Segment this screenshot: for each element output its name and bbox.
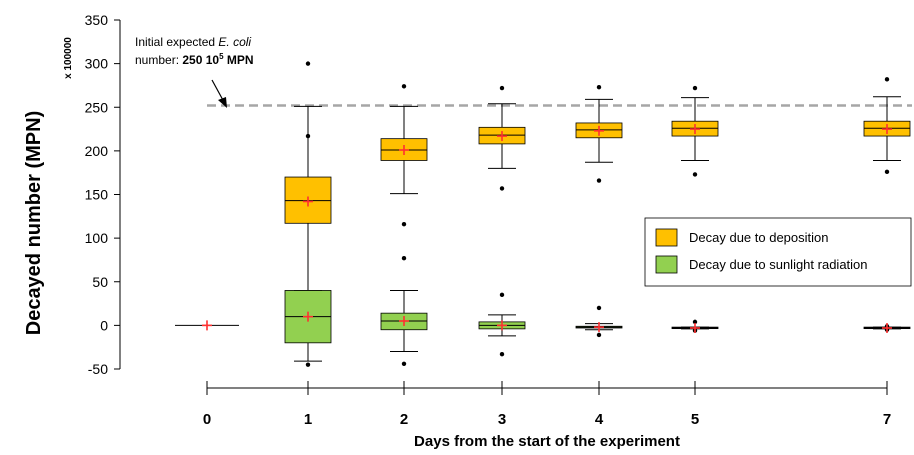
box-group (671, 85, 719, 177)
outlier-point (884, 77, 890, 82)
outlier-point (305, 362, 311, 367)
x-tick-label: 4 (595, 411, 604, 428)
y-axis: -50 0 50 100 150 200 250 300 350 (85, 12, 121, 377)
outlier-point (596, 305, 602, 311)
annotation-prefix-1: Initial expected (135, 35, 218, 49)
outlier-point (401, 255, 407, 261)
outlier-point (596, 178, 602, 183)
y-axis-multiplier: x 100000 (63, 37, 74, 79)
y-tick-label: 350 (85, 12, 109, 28)
series-group (284, 61, 911, 294)
outlier-point (692, 319, 698, 325)
annotation-unit: MPN (224, 53, 254, 67)
annotation-species: E. coli (218, 35, 251, 49)
outlier-point (499, 186, 505, 191)
x-tick-label: 5 (691, 411, 699, 428)
y-tick-label: 200 (85, 143, 109, 159)
annotation-exponent: 5 (219, 52, 224, 61)
box-group (575, 84, 623, 183)
outlier-point (401, 221, 407, 227)
outlier-point (884, 169, 890, 175)
box-group (478, 85, 526, 191)
y-tick-label: 0 (100, 317, 108, 333)
outlier-point (499, 292, 505, 298)
x-tick-label: 0 (203, 411, 211, 428)
legend-swatch (655, 228, 678, 247)
outlier-point (401, 84, 407, 89)
box-group (380, 289, 428, 366)
annotation-prefix-2: number: (135, 53, 182, 67)
annotation-value: 250 10 (182, 53, 219, 67)
box-group (380, 84, 428, 261)
x-tick-label: 1 (304, 411, 312, 428)
box-group (284, 61, 332, 294)
y-tick-label: 150 (85, 187, 109, 203)
x-axis-title: Days from the start of the experiment (414, 433, 680, 450)
legend: Decay due to deposition Decay due to sunl… (644, 217, 912, 287)
outlier-point (305, 133, 311, 139)
legend-box (644, 217, 912, 287)
outlier-point (692, 172, 698, 177)
box-group (671, 319, 719, 333)
y-axis-title: Decayed number (MPN) (23, 111, 45, 336)
x-tick-label: 7 (883, 411, 891, 428)
x-tick-label: 3 (498, 411, 506, 428)
series-group (175, 289, 911, 367)
box-group (478, 292, 526, 357)
box-group (863, 322, 911, 333)
outlier-point (596, 332, 602, 338)
y-tick-label: 300 (85, 56, 109, 72)
box-group (175, 320, 239, 331)
annotation-arrow (211, 79, 225, 103)
y-tick-label: 100 (85, 230, 109, 246)
box-group (575, 305, 623, 338)
y-tick-label: 250 (85, 99, 109, 115)
x-axis: 0 1 2 3 4 5 7 (203, 381, 891, 428)
outlier-point (499, 85, 505, 91)
annotation-line-2: number: 250 105 MPN (135, 52, 254, 67)
outlier-point (401, 361, 407, 366)
outlier-point (305, 61, 311, 66)
outlier-point (596, 84, 602, 90)
y-tick-label: 50 (92, 274, 108, 290)
box-plot-series (175, 61, 911, 367)
outlier-point (692, 85, 698, 91)
legend-swatch (655, 255, 678, 274)
box-group (284, 289, 332, 367)
legend-label: Decay due to sunlight radiation (689, 257, 868, 272)
annotation-arrowhead (218, 97, 227, 108)
y-tick-label: -50 (88, 361, 108, 377)
box-group (863, 77, 911, 175)
x-tick-label: 2 (400, 411, 408, 428)
annotation-line-1: Initial expected E. coli (135, 35, 251, 49)
outlier-point (499, 351, 505, 357)
legend-label: Decay due to deposition (689, 230, 828, 245)
